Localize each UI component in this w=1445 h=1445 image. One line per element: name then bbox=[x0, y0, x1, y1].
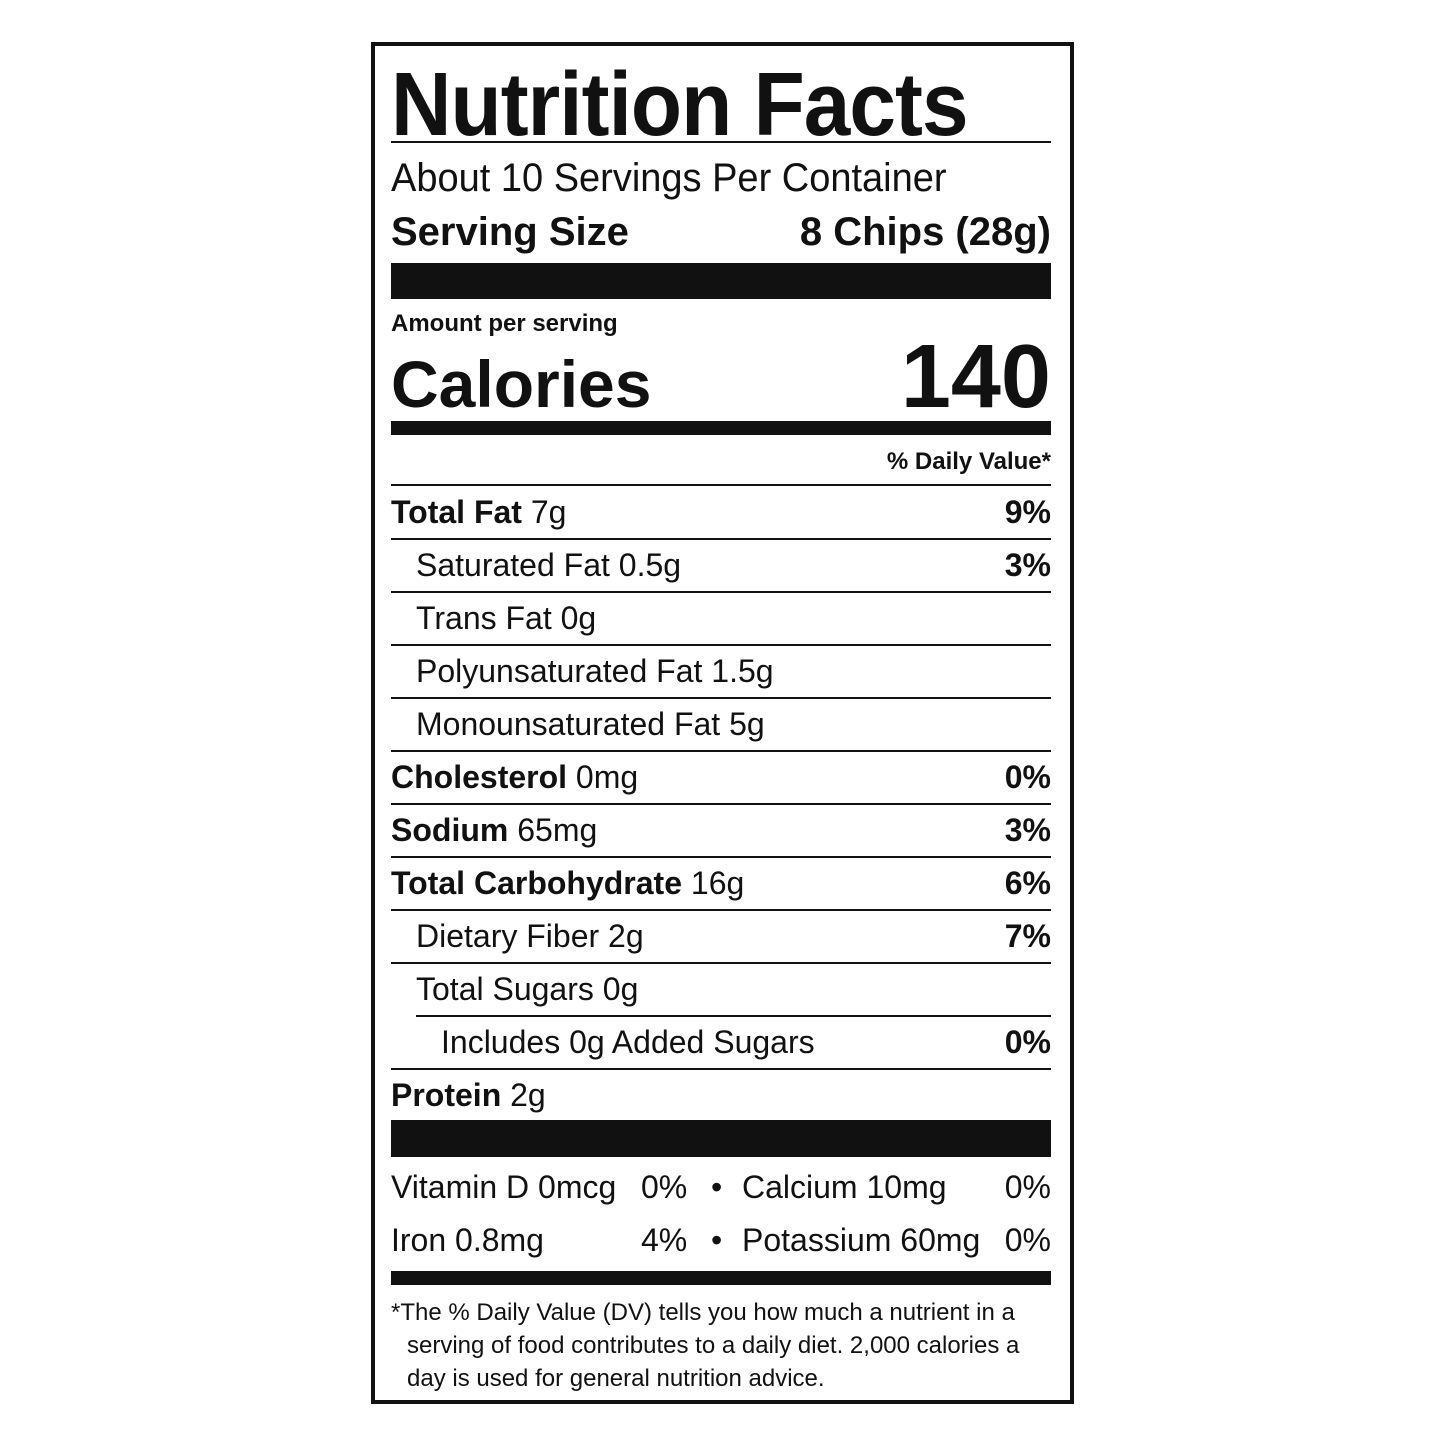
nutrient-row: Polyunsaturated Fat 1.5g bbox=[391, 645, 1051, 698]
divider bbox=[391, 750, 1051, 752]
vitamin-right: Calcium 10mg bbox=[742, 1169, 947, 1205]
divider bbox=[416, 1015, 1051, 1017]
thick-bar bbox=[391, 263, 1051, 299]
vitamin-left: Vitamin D 0mcg bbox=[391, 1169, 617, 1205]
nutrient-amount: 0.5g bbox=[618, 547, 682, 583]
servings-per-container: About 10 Servings Per Container bbox=[391, 156, 947, 200]
nutrient-amount: 1.5g bbox=[711, 653, 774, 689]
nutrient-name: Monounsaturated Fat bbox=[416, 706, 721, 742]
divider bbox=[391, 909, 1051, 911]
vitamin-left: Iron 0.8mg bbox=[391, 1222, 544, 1258]
vitamin-left-dv: 0% bbox=[641, 1169, 688, 1205]
nutrient-name-amount: Sodium 65mg bbox=[391, 812, 597, 849]
calories-value: 140 bbox=[900, 327, 1051, 427]
nutrient-daily-value: 3% bbox=[1004, 547, 1051, 583]
divider bbox=[391, 644, 1051, 646]
nutrient-name: Trans Fat bbox=[416, 600, 552, 636]
nutrient-name-amount: Saturated Fat 0.5g bbox=[391, 547, 681, 584]
nutrient-daily-value: 9% bbox=[1004, 494, 1051, 530]
nutrient-name: Sodium bbox=[391, 812, 509, 848]
nutrient-row: Total Fat 7g 9% bbox=[391, 486, 1051, 539]
daily-value-header: % Daily Value* bbox=[886, 448, 1051, 475]
nutrient-daily-value: 6% bbox=[1004, 865, 1051, 901]
nutrient-row: Total Carbohydrate 16g 6% bbox=[391, 857, 1051, 910]
nutrient-amount: 16g bbox=[690, 865, 745, 901]
divider bbox=[391, 962, 1051, 964]
divider bbox=[391, 1068, 1051, 1070]
nutrient-daily-value: 7% bbox=[1004, 918, 1051, 954]
nutrient-amount: 0g bbox=[560, 600, 597, 636]
nutrient-daily-value: 0% bbox=[1004, 1024, 1051, 1060]
label-title: Nutrition Facts bbox=[391, 55, 969, 155]
medium-bar bbox=[391, 421, 1051, 435]
vitamin-right: Potassium 60mg bbox=[742, 1222, 981, 1258]
nutrient-name-amount: Polyunsaturated Fat 1.5g bbox=[391, 653, 774, 690]
nutrient-name: Total Sugars bbox=[416, 971, 594, 1007]
nutrient-row: Sodium 65mg 3% bbox=[391, 804, 1051, 857]
nutrient-row: Trans Fat 0g bbox=[391, 592, 1051, 645]
calories-label: Calories bbox=[391, 347, 652, 421]
bullet: • bbox=[711, 1222, 723, 1258]
nutrient-daily-value: 3% bbox=[1004, 812, 1051, 848]
nutrient-row: Dietary Fiber 2g 7% bbox=[391, 910, 1051, 963]
nutrient-name: Protein bbox=[391, 1077, 502, 1113]
divider bbox=[391, 856, 1051, 858]
nutrient-name-amount: Total Carbohydrate 16g bbox=[391, 865, 744, 902]
nutrient-row: Protein 2g bbox=[391, 1069, 1051, 1122]
divider bbox=[391, 591, 1051, 593]
nutrient-amount: 0mg bbox=[575, 759, 639, 795]
nutrient-name-amount: Total Sugars 0g bbox=[391, 971, 638, 1008]
divider bbox=[391, 697, 1051, 699]
nutrient-name: Dietary Fiber bbox=[416, 918, 600, 954]
nutrient-name-amount: Cholesterol 0mg bbox=[391, 759, 638, 796]
nutrient-row: Cholesterol 0mg 0% bbox=[391, 751, 1051, 804]
divider bbox=[391, 484, 1051, 486]
bullet: • bbox=[711, 1169, 723, 1205]
nutrient-name-amount: Total Fat 7g bbox=[391, 494, 566, 531]
nutrient-row: Saturated Fat 0.5g 3% bbox=[391, 539, 1051, 592]
nutrient-amount: 0g bbox=[602, 971, 639, 1007]
serving-size-value: 8 Chips (28g) bbox=[799, 210, 1051, 254]
thick-bar bbox=[391, 1120, 1051, 1157]
serving-size-label: Serving Size bbox=[391, 210, 629, 254]
footnote-line: *The % Daily Value (DV) tells you how mu… bbox=[391, 1299, 1015, 1326]
vitamin-right-dv: 0% bbox=[1004, 1222, 1051, 1258]
amount-per-serving: Amount per serving bbox=[391, 310, 618, 337]
vitamin-row: Vitamin D 0mcg 0% • Calcium 10mg 0% bbox=[391, 1161, 1051, 1214]
nutrient-name: Total Carbohydrate bbox=[391, 865, 682, 901]
nutrient-daily-value: 0% bbox=[1004, 759, 1051, 795]
footnote: *The % Daily Value (DV) tells you how mu… bbox=[391, 1296, 1051, 1395]
divider bbox=[391, 538, 1051, 540]
nutrient-name: Cholesterol bbox=[391, 759, 568, 795]
nutrient-amount: 5g bbox=[729, 706, 765, 742]
nutrient-name-amount: Includes 0g Added Sugars bbox=[391, 1024, 815, 1061]
divider bbox=[391, 803, 1051, 805]
nutrient-name: Total Fat bbox=[391, 494, 522, 530]
nutrition-facts-label: Nutrition Facts About 10 Servings Per Co… bbox=[371, 42, 1074, 1404]
nutrient-row: Monounsaturated Fat 5g bbox=[391, 698, 1051, 751]
serving-size-row: Serving Size 8 Chips (28g) bbox=[391, 210, 1051, 255]
nutrient-name-amount: Protein 2g bbox=[391, 1077, 546, 1114]
vitamin-right-dv: 0% bbox=[1004, 1169, 1051, 1205]
footnote-line: day is used for general nutrition advice… bbox=[407, 1365, 825, 1392]
divider bbox=[391, 141, 1051, 143]
vitamin-row: Iron 0.8mg 4% • Potassium 60mg 0% bbox=[391, 1214, 1051, 1267]
calories-row: Calories 140 bbox=[391, 326, 1051, 429]
nutrient-amount: 7g bbox=[530, 494, 567, 530]
nutrient-row: Includes 0g Added Sugars 0% bbox=[391, 1016, 1051, 1069]
nutrient-amount: 65mg bbox=[517, 812, 598, 848]
nutrient-row: Total Sugars 0g bbox=[391, 963, 1051, 1016]
nutrient-name-amount: Monounsaturated Fat 5g bbox=[391, 706, 765, 743]
nutrient-amount: 2g bbox=[608, 918, 644, 954]
nutrient-name-amount: Dietary Fiber 2g bbox=[391, 918, 644, 955]
footnote-line: serving of food contributes to a daily d… bbox=[407, 1332, 1020, 1359]
nutrient-name-amount: Trans Fat 0g bbox=[391, 600, 596, 637]
nutrient-amount: 2g bbox=[510, 1077, 546, 1113]
medium-bar bbox=[391, 1271, 1051, 1285]
nutrient-name: Saturated Fat bbox=[416, 547, 610, 583]
nutrient-name: Polyunsaturated Fat bbox=[416, 653, 703, 689]
nutrient-name: Includes 0g Added Sugars bbox=[441, 1024, 815, 1060]
vitamin-left-dv: 4% bbox=[641, 1222, 688, 1258]
